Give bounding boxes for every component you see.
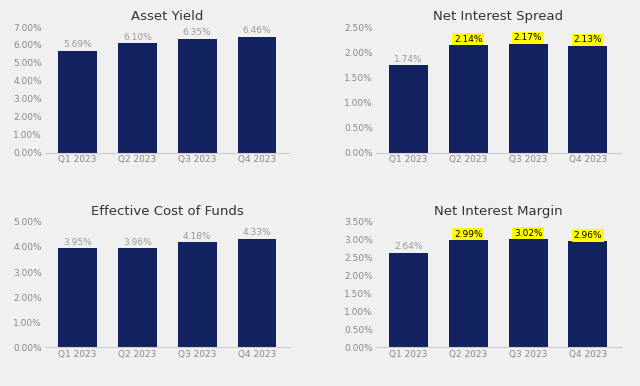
Bar [389, 252, 428, 347]
Text: 5.69%: 5.69% [63, 40, 92, 49]
Bar [568, 241, 607, 347]
Text: 1.74%: 1.74% [394, 55, 423, 64]
Bar [58, 51, 97, 152]
Text: 6.35%: 6.35% [183, 29, 212, 37]
Text: 6.46%: 6.46% [243, 27, 271, 36]
Bar [449, 45, 488, 152]
Text: 2.96%: 2.96% [573, 231, 602, 240]
Text: 3.02%: 3.02% [514, 229, 543, 238]
Text: 4.18%: 4.18% [183, 232, 212, 241]
Title: Effective Cost of Funds: Effective Cost of Funds [91, 205, 244, 218]
Bar [237, 37, 276, 152]
Text: 4.33%: 4.33% [243, 229, 271, 237]
Bar [389, 65, 428, 152]
Text: 2.14%: 2.14% [454, 35, 483, 44]
Text: 2.13%: 2.13% [573, 36, 602, 44]
Bar [58, 248, 97, 347]
Bar [237, 239, 276, 347]
Text: 6.10%: 6.10% [123, 33, 152, 42]
Bar [449, 240, 488, 347]
Bar [178, 39, 217, 152]
Bar [509, 239, 548, 347]
Bar [118, 43, 157, 152]
Title: Asset Yield: Asset Yield [131, 10, 204, 23]
Title: Net Interest Margin: Net Interest Margin [434, 205, 563, 218]
Bar [568, 46, 607, 152]
Bar [178, 242, 217, 347]
Text: 3.95%: 3.95% [63, 238, 92, 247]
Text: 2.64%: 2.64% [394, 242, 423, 251]
Text: 2.99%: 2.99% [454, 230, 483, 239]
Bar [118, 248, 157, 347]
Title: Net Interest Spread: Net Interest Spread [433, 10, 563, 23]
Bar [509, 44, 548, 152]
Text: 3.96%: 3.96% [123, 238, 152, 247]
Text: 2.17%: 2.17% [514, 33, 543, 42]
